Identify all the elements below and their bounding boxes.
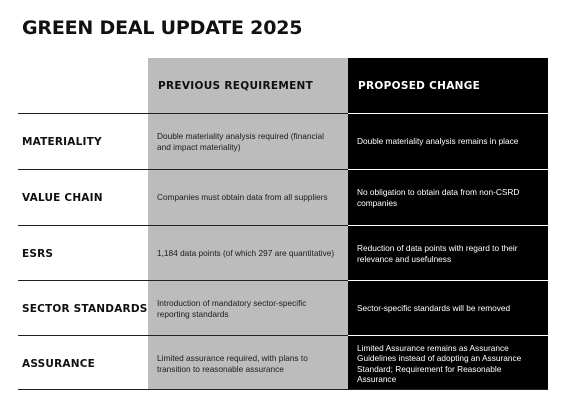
previous-requirement-cell: Companies must obtain data from all supp… <box>157 192 328 203</box>
row-divider-proposed <box>348 225 548 226</box>
proposed-change-cell: No obligation to obtain data from non-CS… <box>357 187 520 208</box>
row-divider-proposed <box>348 280 548 281</box>
row-divider <box>18 225 548 226</box>
table-row-assurance: ASSURANCE Limited assurance required, wi… <box>18 336 548 391</box>
previous-requirement-header: PREVIOUS REQUIREMENT <box>158 80 314 92</box>
previous-requirement-cell: Limited assurance required, with plans t… <box>157 353 308 374</box>
page-title: GREEN DEAL UPDATE 2025 <box>22 17 303 39</box>
table-row-sector-standards: SECTOR STANDARDS Introduction of mandato… <box>18 281 548 336</box>
proposed-change-cell: Double materiality analysis remains in p… <box>357 136 519 147</box>
row-divider <box>18 113 548 114</box>
table-row-value-chain: VALUE CHAIN Companies must obtain data f… <box>18 170 548 225</box>
table-row-materiality: MATERIALITY Double materiality analysis … <box>18 114 548 169</box>
row-label: SECTOR STANDARDS <box>22 302 148 315</box>
previous-requirement-cell: 1,184 data points (of which 297 are quan… <box>157 248 335 259</box>
row-label: ESRS <box>22 247 54 260</box>
row-divider-proposed <box>348 169 548 170</box>
row-label: ASSURANCE <box>22 357 95 370</box>
proposed-change-cell: Sector-specific standards will be remove… <box>357 303 511 314</box>
row-divider-proposed <box>348 335 548 336</box>
proposed-change-cell: Reduction of data points with regard to … <box>357 243 518 264</box>
proposed-change-header: PROPOSED CHANGE <box>358 80 481 92</box>
table-bottom-border <box>18 389 548 390</box>
row-divider <box>18 280 548 281</box>
row-divider <box>18 169 548 170</box>
previous-requirement-cell: Introduction of mandatory sector-specifi… <box>157 298 307 319</box>
row-divider <box>18 335 548 336</box>
table-row-esrs: ESRS 1,184 data points (of which 297 are… <box>18 226 548 281</box>
proposed-change-cell: Limited Assurance remains as Assurance G… <box>357 342 522 385</box>
comparison-table: PREVIOUS REQUIREMENT PROPOSED CHANGE MAT… <box>18 58 548 390</box>
row-divider-proposed <box>348 113 548 114</box>
row-label: VALUE CHAIN <box>22 191 103 204</box>
row-label: MATERIALITY <box>22 135 102 148</box>
previous-requirement-cell: Double materiality analysis required (fi… <box>157 131 324 152</box>
